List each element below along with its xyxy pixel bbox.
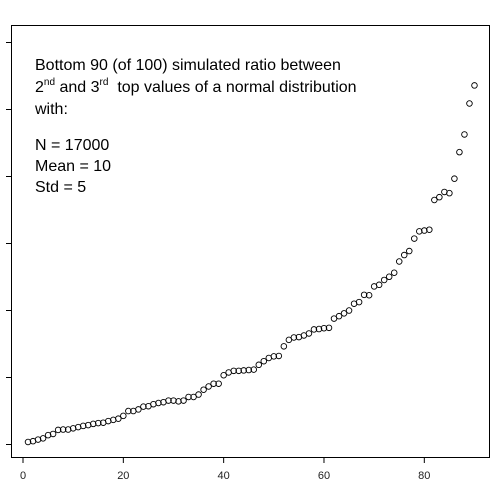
annotation: Bottom 90 (of 100) simulated ratio betwe…	[34, 57, 357, 196]
x-axis-ticks: 0 20 40 60 80	[20, 457, 430, 482]
data-point	[49, 430, 57, 438]
annotation-line-2-part-b: and 3	[55, 79, 100, 96]
data-point	[280, 343, 288, 350]
data-point	[89, 420, 97, 428]
data-point	[255, 361, 263, 369]
data-point	[456, 148, 463, 156]
data-point	[39, 435, 47, 442]
annotation-line-5: Mean = 10	[35, 158, 111, 175]
data-point	[180, 397, 187, 404]
data-point	[165, 397, 172, 404]
data-point	[360, 291, 368, 299]
data-point	[175, 398, 182, 405]
data-point	[285, 336, 293, 344]
x-tick-label: 60	[318, 470, 330, 482]
data-point	[250, 366, 258, 373]
plot-frame	[11, 25, 490, 458]
data-point	[466, 100, 473, 107]
data-point	[416, 228, 423, 235]
data-point	[375, 281, 383, 289]
data-point	[471, 82, 478, 89]
data-point	[185, 393, 192, 401]
data-point	[446, 189, 453, 197]
data-point	[24, 438, 32, 446]
data-point	[421, 227, 428, 234]
data-point	[275, 352, 283, 360]
data-point	[395, 258, 403, 265]
data-point	[345, 307, 353, 314]
data-point	[270, 353, 278, 360]
annotation-line-3: with:	[34, 101, 68, 118]
data-point	[135, 406, 142, 413]
data-point	[220, 372, 227, 379]
data-point	[310, 326, 318, 333]
data-points	[24, 82, 478, 446]
data-point	[210, 380, 217, 387]
data-point	[431, 196, 438, 204]
data-point	[315, 325, 323, 333]
data-point	[125, 407, 132, 415]
data-point	[240, 367, 247, 374]
data-point	[325, 324, 333, 332]
data-point	[235, 367, 242, 375]
data-point	[365, 292, 373, 299]
data-point	[290, 334, 298, 341]
annotation-line-2-part-c: top values of a normal distribution	[108, 79, 356, 96]
data-point	[140, 403, 147, 410]
annotation-line-2: 2nd and 3rd top values of a normal distr…	[35, 77, 357, 96]
data-point	[390, 269, 398, 276]
data-point	[406, 247, 413, 255]
data-point	[59, 426, 67, 433]
data-point	[190, 393, 197, 401]
data-point	[94, 419, 102, 427]
data-point	[340, 310, 348, 317]
data-point	[411, 235, 418, 242]
data-point	[451, 175, 458, 182]
data-point	[155, 399, 162, 407]
data-point	[305, 330, 313, 337]
x-tick-label: 40	[218, 470, 230, 482]
x-tick-label: 80	[418, 470, 430, 482]
x-tick-label: 20	[117, 470, 129, 482]
annotation-line-2-sup-2: rd	[100, 77, 109, 88]
data-point	[461, 131, 468, 138]
data-point	[335, 312, 343, 320]
data-point	[79, 422, 87, 430]
data-point	[380, 276, 388, 284]
data-point	[330, 315, 338, 322]
data-point	[385, 273, 393, 281]
data-point	[320, 324, 328, 332]
data-point	[120, 412, 127, 420]
data-point	[200, 386, 207, 393]
data-point	[426, 226, 433, 233]
data-point	[195, 391, 202, 398]
annotation-line-4: N = 17000	[35, 137, 109, 154]
data-point	[355, 298, 363, 306]
data-point	[205, 383, 212, 390]
y-axis-ticks	[6, 42, 12, 445]
data-point	[170, 397, 177, 404]
annotation-line-2-sup-1: nd	[44, 77, 55, 88]
annotation-line-6: Std = 5	[35, 179, 86, 196]
annotation-line-2-part-a: 2	[35, 79, 44, 96]
data-point	[245, 366, 252, 374]
data-point	[260, 357, 268, 365]
data-point	[230, 367, 237, 375]
data-point	[400, 251, 408, 259]
data-point	[215, 380, 222, 387]
annotation-line-1: Bottom 90 (of 100) simulated ratio betwe…	[35, 57, 341, 74]
data-point	[115, 415, 122, 422]
x-tick-label: 0	[20, 470, 26, 482]
data-point	[54, 426, 62, 434]
data-point	[436, 193, 443, 201]
